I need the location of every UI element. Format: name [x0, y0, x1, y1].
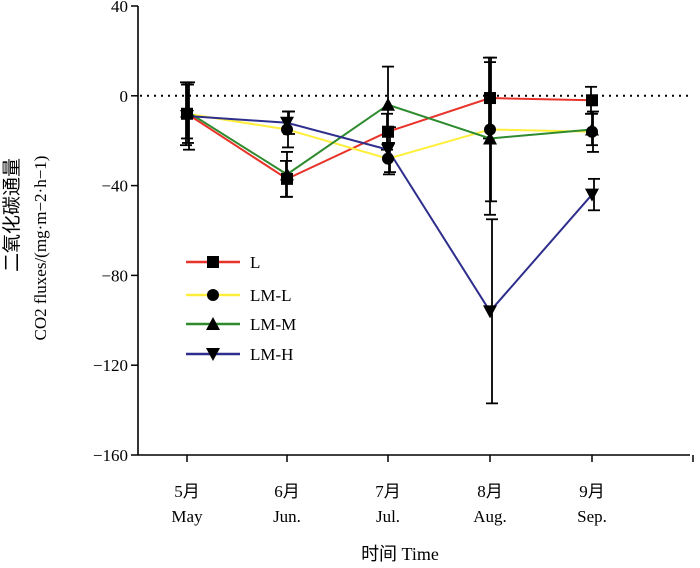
legend-marker-lm-h [206, 348, 220, 361]
point-lm-m [381, 97, 395, 111]
legend: L LM-L LM-M LM-H [186, 253, 296, 364]
x-tick-label-en: May [171, 507, 203, 526]
legend-marker-lm-l [207, 289, 219, 301]
x-tick-label-en: Aug. [473, 507, 507, 526]
y-axis-title-cn: 二氧化碳通量 [1, 158, 23, 272]
axes [137, 6, 690, 456]
legend-marker-lm-m [206, 317, 220, 330]
point-lm-h [180, 110, 194, 124]
point-lm-m [585, 122, 599, 136]
point-lm-l [484, 123, 496, 136]
x-tick-label-cn: 6月 [274, 482, 300, 501]
y-tick-label: 0 [120, 87, 129, 106]
legend-label-l: L [250, 253, 260, 272]
legend-label-lm-m: LM-M [250, 315, 296, 334]
point-lm-h [280, 116, 294, 130]
legend-marker-l [207, 256, 219, 268]
series-markers [180, 92, 599, 319]
legend-label-lm-h: LM-H [250, 345, 293, 364]
x-tick-label-en: Jul. [376, 507, 400, 526]
y-tick-label: 40 [111, 0, 128, 16]
y-tick-label: −80 [101, 266, 128, 285]
x-tick-label-cn: 5月 [174, 482, 200, 501]
y-tick-label: −160 [93, 446, 128, 465]
x-tick-label-en: Sep. [577, 507, 607, 526]
x-tick-label-en: Jun. [273, 507, 301, 526]
point-lm-h [585, 188, 599, 202]
point-lm-l [382, 152, 394, 165]
point-l [586, 94, 598, 107]
x-ticks: 5月 May 6月 Jun. 7月 Jul. 8月 Aug. 9月 Sep. [171, 455, 694, 526]
y-tick-label: −40 [101, 177, 128, 196]
point-lm-m [280, 167, 294, 181]
point-l [382, 125, 394, 138]
y-tick-label: −120 [93, 356, 128, 375]
x-tick-label-cn: 8月 [477, 482, 503, 501]
x-tick-label-cn: 9月 [579, 482, 605, 501]
point-l [484, 92, 496, 105]
x-tick-label-cn: 7月 [375, 482, 401, 501]
point-lm-h [483, 305, 497, 319]
point-lm-m [483, 131, 497, 145]
point-lm-h [381, 143, 395, 157]
y-ticks: 40 0 −40 −80 −120 −160 [93, 0, 138, 465]
x-axis-title: 时间 Time [361, 544, 439, 564]
y-axis-title-en: CO2 fluxes/(mg·m−2·h−1) [31, 156, 50, 341]
legend-label-lm-l: LM-L [250, 286, 292, 305]
